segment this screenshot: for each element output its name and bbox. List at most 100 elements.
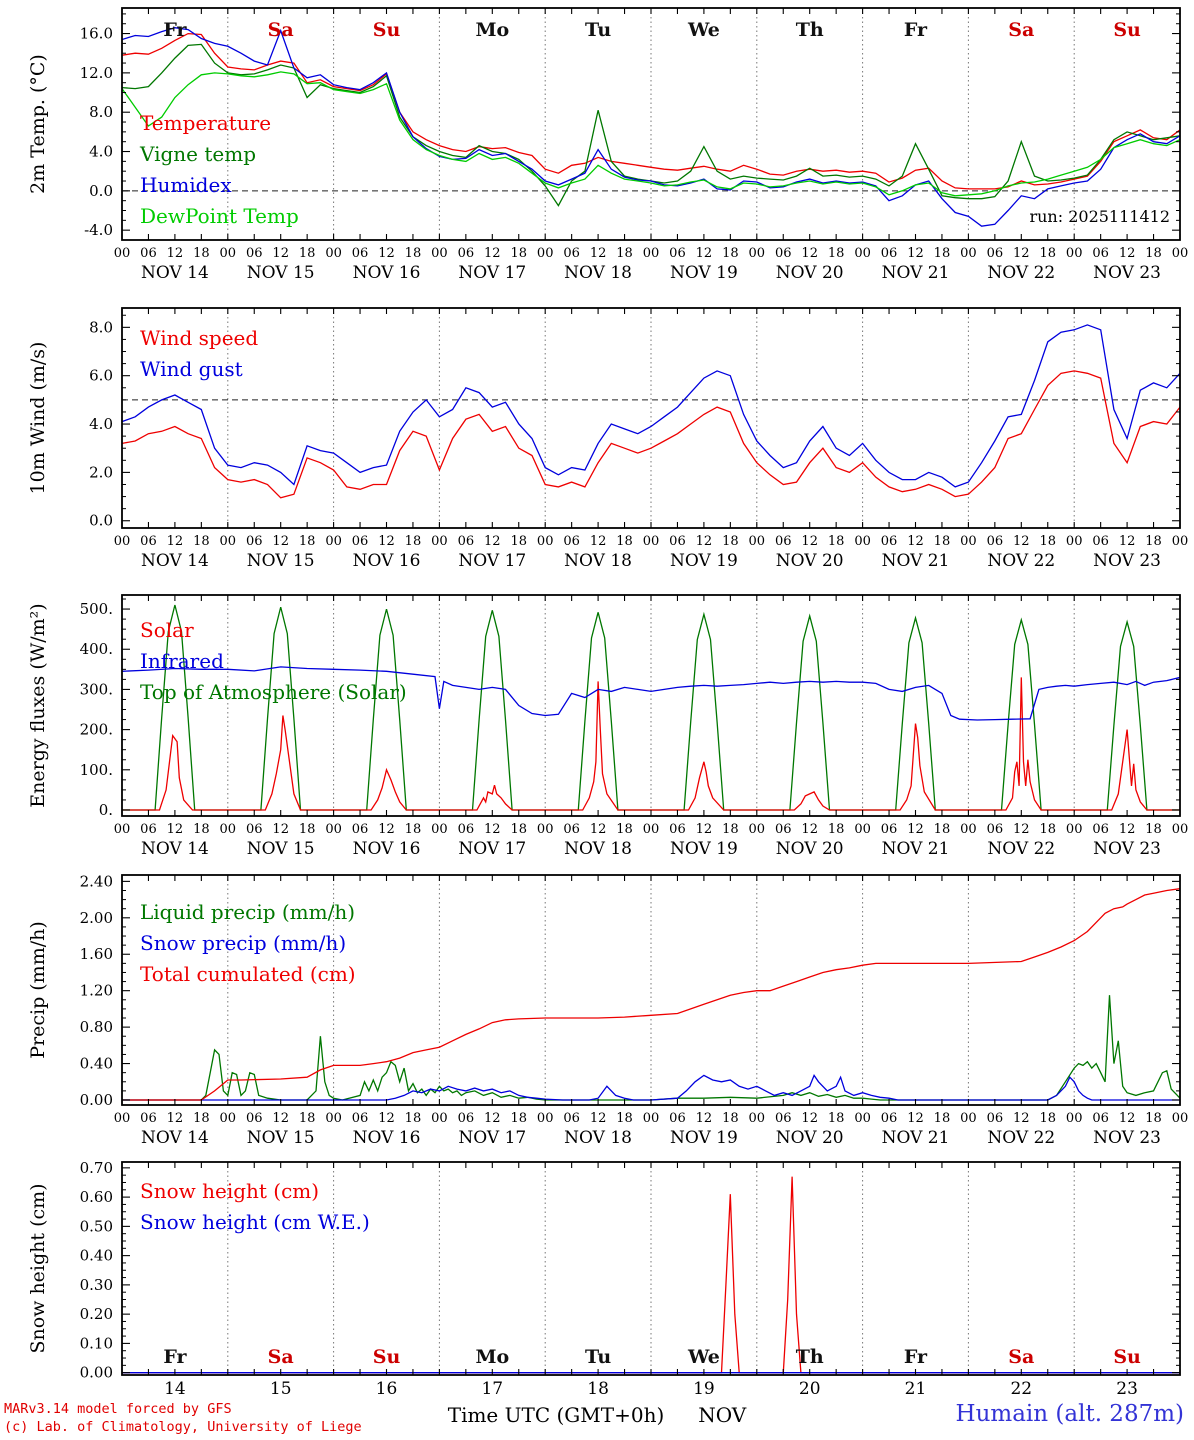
hour-tick-label: 00 xyxy=(431,534,448,549)
hour-tick-label: 18 xyxy=(1145,822,1162,837)
hour-tick-label: 00 xyxy=(960,534,977,549)
hour-tick-label: 18 xyxy=(1145,534,1162,549)
panel-energy-fluxes: 0. 100. 200. 300. 400. 500. Energy fluxes (W/m… xyxy=(27,594,1188,859)
hour-tick-label: 06 xyxy=(669,534,686,549)
y-tick-label: 0.50 xyxy=(80,1217,113,1235)
hour-tick-label: 18 xyxy=(828,822,845,837)
hour-tick-label: 00 xyxy=(960,246,977,261)
hour-tick-label: 18 xyxy=(405,822,422,837)
credit-line-2: (c) Lab. of Climatology, University of L… xyxy=(4,1419,362,1436)
series-wind-gust xyxy=(122,324,1180,488)
hour-tick-label: 00 xyxy=(960,822,977,837)
weekday-label: Su xyxy=(373,1346,401,1368)
legend-item: Wind gust xyxy=(140,357,243,381)
panel-precip: 0.00 0.40 0.80 1.20 1.60 2.00 2.40 Precip (mm/h… xyxy=(27,872,1188,1148)
date-label: NOV 22 xyxy=(987,1128,1055,1148)
hour-tick-label: 06 xyxy=(352,534,369,549)
y-tick-label: 0.40 xyxy=(80,1055,113,1073)
hour-tick-label: 06 xyxy=(987,534,1004,549)
hour-tick-label: 00 xyxy=(537,246,554,261)
hour-tick-label: 06 xyxy=(352,822,369,837)
hour-tick-label: 00 xyxy=(854,534,871,549)
date-label: NOV 22 xyxy=(987,551,1055,571)
hour-tick-label: 06 xyxy=(1092,1111,1109,1126)
weekday-label: We xyxy=(687,1346,720,1368)
hour-tick-label: 12 xyxy=(696,1111,713,1126)
hour-tick-label: 12 xyxy=(907,1111,924,1126)
hour-tick-label: 06 xyxy=(1092,534,1109,549)
hour-tick-label: 12 xyxy=(801,822,818,837)
date-label: NOV 20 xyxy=(776,1128,844,1148)
hour-tick-label: 06 xyxy=(563,1111,580,1126)
hour-tick-label: 00 xyxy=(220,822,237,837)
date-label: NOV 21 xyxy=(882,839,950,859)
y-tick-label: 12.0 xyxy=(80,64,113,82)
hour-tick-label: 18 xyxy=(193,822,210,837)
hour-tick-label: 18 xyxy=(934,822,951,837)
hour-tick-label: 06 xyxy=(987,822,1004,837)
y-tick-label: 0.0 xyxy=(89,182,113,200)
hour-tick-label: 06 xyxy=(563,534,580,549)
y-tick-label: 6.0 xyxy=(89,367,113,385)
hour-tick-label: 18 xyxy=(193,246,210,261)
hour-tick-label: 06 xyxy=(246,246,263,261)
hour-tick-label: 18 xyxy=(722,246,739,261)
y-tick-label: 0.0 xyxy=(89,512,113,530)
series-solar xyxy=(122,677,1180,811)
model-credit: MARv3.14 model forced by GFS (c) Lab. of… xyxy=(4,1400,362,1436)
hour-tick-label: 12 xyxy=(590,534,607,549)
weekday-label: Fr xyxy=(904,1346,928,1368)
y-tick-label: 200. xyxy=(80,721,113,739)
hour-tick-label: 00 xyxy=(1172,246,1189,261)
hour-tick-label: 06 xyxy=(458,1111,475,1126)
hour-tick-label: 06 xyxy=(140,246,157,261)
legend-item: Solar xyxy=(140,618,194,642)
y-tick-label: -4.0 xyxy=(84,221,113,239)
y-axis-title: Snow height (cm) xyxy=(27,1183,49,1353)
legend-item: Infrared xyxy=(140,649,224,673)
date-label: NOV 20 xyxy=(776,551,844,571)
hour-tick-label: 00 xyxy=(537,1111,554,1126)
date-label: NOV 19 xyxy=(670,263,738,283)
date-label: NOV 23 xyxy=(1093,551,1161,571)
day-number-label: 16 xyxy=(376,1379,398,1398)
weekday-label: We xyxy=(687,19,720,41)
hour-tick-label: 12 xyxy=(590,822,607,837)
hour-tick-label: 18 xyxy=(934,1111,951,1126)
panel-snow-height: 0.00 0.10 0.20 0.30 0.40 0.50 0.60 0.70 Snow hei… xyxy=(27,1159,1181,1398)
hour-tick-label: 06 xyxy=(140,822,157,837)
hour-tick-label: 12 xyxy=(590,246,607,261)
legend-item: Humidex xyxy=(140,173,232,197)
y-axis-title: Energy fluxes (W/m²) xyxy=(27,603,49,807)
hour-tick-label: 00 xyxy=(749,534,766,549)
day-number-label: 19 xyxy=(693,1379,715,1398)
date-label: NOV 21 xyxy=(882,551,950,571)
hour-tick-label: 12 xyxy=(378,534,395,549)
day-number-label: 20 xyxy=(799,1379,821,1398)
hour-tick-label: 18 xyxy=(1145,1111,1162,1126)
hour-tick-label: 12 xyxy=(167,822,184,837)
hour-tick-label: 06 xyxy=(140,534,157,549)
credit-line-1: MARv3.14 model forced by GFS xyxy=(4,1401,232,1417)
legend-item: Liquid precip (mm/h) xyxy=(140,900,355,924)
date-label: NOV 21 xyxy=(882,263,950,283)
date-label: NOV 14 xyxy=(141,263,209,283)
y-tick-label: 0.70 xyxy=(80,1159,113,1177)
hour-tick-label: 12 xyxy=(1013,1111,1030,1126)
hour-tick-label: 00 xyxy=(220,1111,237,1126)
hour-tick-label: 12 xyxy=(378,246,395,261)
weekday-label: Sa xyxy=(1008,1346,1034,1368)
weekday-label: Tu xyxy=(585,1346,611,1368)
y-tick-label: 16.0 xyxy=(80,25,113,43)
date-label: NOV 21 xyxy=(882,1128,950,1148)
y-tick-label: 500. xyxy=(80,600,113,618)
hour-tick-label: 12 xyxy=(272,534,289,549)
hour-tick-label: 18 xyxy=(510,1111,527,1126)
hour-tick-label: 00 xyxy=(114,822,131,837)
hour-tick-label: 12 xyxy=(801,1111,818,1126)
hour-tick-label: 00 xyxy=(431,822,448,837)
date-label: NOV 14 xyxy=(141,1128,209,1148)
hour-tick-label: 12 xyxy=(907,534,924,549)
hour-tick-label: 06 xyxy=(669,822,686,837)
y-tick-label: 2.40 xyxy=(80,872,113,890)
